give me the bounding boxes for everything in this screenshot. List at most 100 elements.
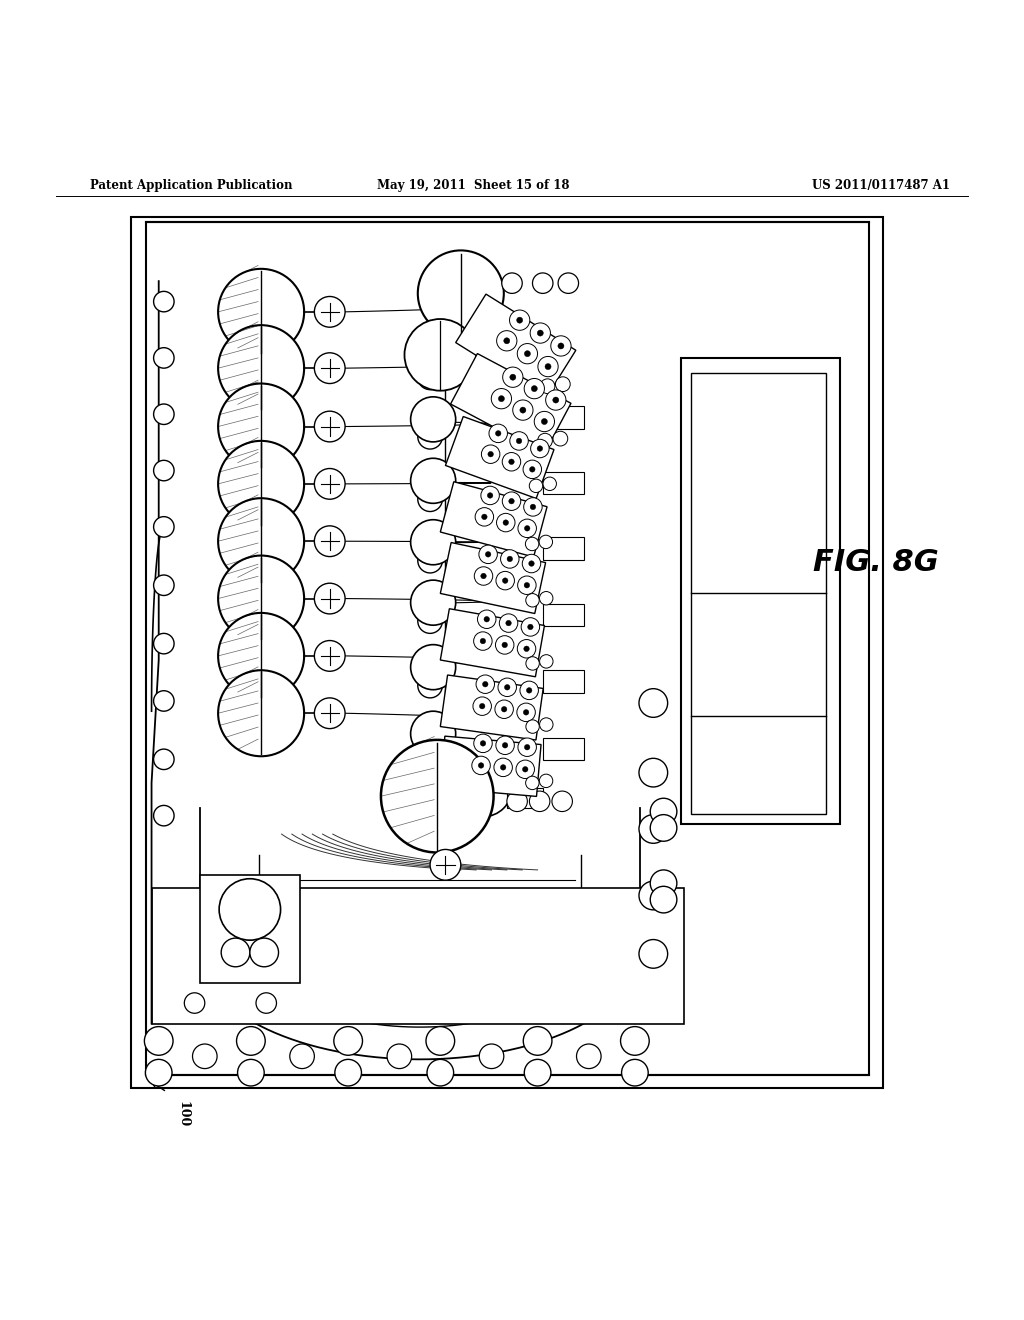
Circle shape bbox=[524, 379, 545, 399]
Circle shape bbox=[314, 640, 345, 672]
Circle shape bbox=[558, 343, 564, 348]
Circle shape bbox=[218, 441, 304, 527]
Circle shape bbox=[455, 759, 512, 817]
Circle shape bbox=[475, 508, 494, 527]
Circle shape bbox=[503, 743, 508, 748]
Polygon shape bbox=[440, 609, 545, 677]
Circle shape bbox=[494, 758, 512, 776]
Circle shape bbox=[522, 767, 528, 772]
Circle shape bbox=[219, 879, 281, 940]
Circle shape bbox=[411, 338, 456, 383]
Circle shape bbox=[497, 513, 515, 532]
Circle shape bbox=[538, 356, 558, 376]
Text: FIG. 8G: FIG. 8G bbox=[813, 548, 938, 577]
Circle shape bbox=[524, 525, 530, 531]
Bar bbox=[543, 738, 584, 760]
Circle shape bbox=[524, 582, 529, 587]
Circle shape bbox=[517, 317, 522, 323]
Circle shape bbox=[238, 1060, 264, 1086]
Circle shape bbox=[639, 758, 668, 787]
Circle shape bbox=[218, 612, 304, 698]
Circle shape bbox=[492, 388, 512, 409]
Circle shape bbox=[496, 636, 514, 655]
Circle shape bbox=[335, 1060, 361, 1086]
Circle shape bbox=[650, 886, 677, 913]
Circle shape bbox=[479, 545, 498, 564]
Text: May 19, 2011  Sheet 15 of 18: May 19, 2011 Sheet 15 of 18 bbox=[377, 180, 569, 191]
Circle shape bbox=[387, 1044, 412, 1069]
Circle shape bbox=[522, 554, 541, 573]
Text: 100: 100 bbox=[176, 1101, 189, 1127]
Circle shape bbox=[545, 363, 551, 370]
Circle shape bbox=[487, 492, 493, 498]
Text: Patent Application Publication: Patent Application Publication bbox=[90, 180, 293, 191]
Circle shape bbox=[526, 688, 531, 693]
Polygon shape bbox=[451, 354, 571, 454]
Circle shape bbox=[314, 698, 345, 729]
Circle shape bbox=[480, 639, 485, 644]
Circle shape bbox=[218, 556, 304, 642]
Circle shape bbox=[256, 993, 276, 1014]
Circle shape bbox=[411, 520, 456, 565]
Circle shape bbox=[503, 367, 523, 387]
Circle shape bbox=[218, 325, 304, 411]
Circle shape bbox=[154, 576, 174, 595]
Bar bbox=[543, 671, 584, 693]
Circle shape bbox=[474, 566, 493, 585]
Circle shape bbox=[479, 1044, 504, 1069]
Circle shape bbox=[411, 579, 456, 626]
Circle shape bbox=[489, 424, 508, 442]
Circle shape bbox=[540, 774, 553, 788]
Circle shape bbox=[525, 537, 539, 550]
Circle shape bbox=[314, 525, 345, 557]
Circle shape bbox=[314, 583, 345, 614]
Circle shape bbox=[509, 499, 514, 504]
Bar bbox=[543, 407, 584, 429]
Circle shape bbox=[496, 737, 514, 755]
Circle shape bbox=[482, 681, 488, 686]
Circle shape bbox=[520, 681, 539, 700]
Circle shape bbox=[154, 347, 174, 368]
Circle shape bbox=[524, 1060, 551, 1086]
Circle shape bbox=[518, 576, 537, 594]
Circle shape bbox=[507, 791, 527, 812]
Circle shape bbox=[504, 338, 510, 343]
Circle shape bbox=[411, 397, 456, 442]
Circle shape bbox=[218, 498, 304, 585]
Circle shape bbox=[650, 799, 677, 825]
Circle shape bbox=[530, 440, 549, 458]
Circle shape bbox=[418, 609, 442, 634]
Circle shape bbox=[427, 1060, 454, 1086]
Circle shape bbox=[538, 446, 543, 451]
Circle shape bbox=[314, 469, 345, 499]
Circle shape bbox=[478, 763, 483, 768]
Circle shape bbox=[540, 718, 553, 731]
Circle shape bbox=[485, 552, 490, 557]
Circle shape bbox=[154, 404, 174, 425]
Circle shape bbox=[543, 477, 556, 491]
Polygon shape bbox=[456, 294, 575, 399]
Bar bbox=[543, 537, 584, 560]
Circle shape bbox=[503, 520, 509, 525]
Circle shape bbox=[521, 618, 540, 636]
Circle shape bbox=[418, 425, 442, 449]
Circle shape bbox=[501, 764, 506, 770]
Polygon shape bbox=[440, 737, 541, 796]
Circle shape bbox=[290, 1044, 314, 1069]
Circle shape bbox=[516, 438, 522, 444]
Circle shape bbox=[539, 535, 553, 549]
Circle shape bbox=[531, 385, 538, 392]
Bar bbox=[152, 888, 684, 1023]
Circle shape bbox=[524, 744, 530, 750]
Circle shape bbox=[528, 561, 535, 566]
Circle shape bbox=[218, 671, 304, 756]
Circle shape bbox=[523, 645, 529, 652]
Bar bbox=[543, 471, 584, 494]
Circle shape bbox=[477, 610, 496, 628]
Circle shape bbox=[502, 453, 521, 471]
Circle shape bbox=[418, 548, 442, 573]
Circle shape bbox=[509, 459, 514, 465]
Circle shape bbox=[530, 323, 551, 343]
Circle shape bbox=[621, 1027, 649, 1055]
Circle shape bbox=[538, 433, 552, 447]
